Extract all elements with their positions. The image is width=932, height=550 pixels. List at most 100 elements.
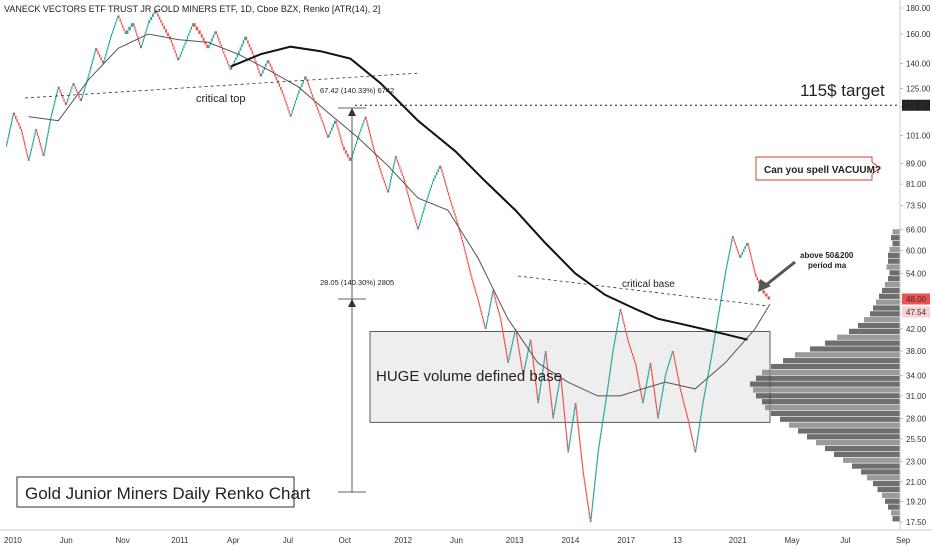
renko-brick-down xyxy=(545,354,547,358)
y-tick-label: 73.50 xyxy=(906,202,927,211)
renko-brick-up xyxy=(55,93,58,97)
renko-brick-down xyxy=(271,66,273,70)
renko-brick-down xyxy=(78,95,80,99)
renko-brick-down xyxy=(736,248,739,252)
y-tick-label: 23.00 xyxy=(906,458,927,467)
renko-brick-down xyxy=(284,97,286,101)
renko-brick-up xyxy=(555,401,557,406)
renko-brick-up xyxy=(144,32,146,36)
renko-brick-up xyxy=(601,426,603,430)
renko-brick-up xyxy=(658,411,660,416)
renko-brick-up xyxy=(644,390,646,394)
renko-brick-up xyxy=(48,126,50,130)
renko-brick-down xyxy=(549,389,551,393)
renko-brick-down xyxy=(403,179,406,183)
renko-brick-up xyxy=(511,344,513,348)
renko-brick-down xyxy=(74,86,76,90)
renko-brick-down xyxy=(474,286,476,290)
renko-brick-down xyxy=(627,339,629,344)
y-tick-label: 66.00 xyxy=(906,225,927,234)
renko-brick-up xyxy=(604,403,606,407)
renko-brick-down xyxy=(320,116,322,120)
renko-brick-up xyxy=(540,380,542,384)
renko-brick-up xyxy=(615,334,617,339)
renko-brick-down xyxy=(206,44,209,49)
renko-brick-up xyxy=(707,372,709,376)
renko-brick-down xyxy=(20,128,23,133)
renko-brick-up xyxy=(604,406,606,410)
renko-brick-up xyxy=(208,44,210,49)
renko-brick-down xyxy=(123,27,125,31)
volume-bar xyxy=(882,287,900,294)
renko-brick-down xyxy=(118,15,120,19)
renko-brick-down xyxy=(369,133,371,137)
renko-brick-up xyxy=(728,251,731,255)
renko-brick-up xyxy=(557,385,560,389)
volume-bar xyxy=(870,311,900,317)
renko-brick-up xyxy=(614,338,616,342)
renko-brick-down xyxy=(414,216,416,220)
renko-brick-down xyxy=(641,396,643,401)
renko-brick-down xyxy=(651,369,653,373)
renko-brick-up xyxy=(615,331,617,335)
renko-brick-down xyxy=(24,144,26,149)
renko-brick-up xyxy=(84,85,86,89)
renko-brick-up xyxy=(10,124,12,129)
renko-brick-up xyxy=(696,442,698,446)
renko-brick-up xyxy=(390,179,392,183)
renko-brick-down xyxy=(58,86,60,90)
renko-brick-up xyxy=(665,372,667,376)
renko-brick-down xyxy=(500,321,503,325)
renko-brick-down xyxy=(461,236,463,240)
renko-brick-down xyxy=(160,19,162,23)
renko-brick-down xyxy=(379,167,381,171)
renko-brick-down xyxy=(520,363,523,367)
renko-brick-up xyxy=(538,393,540,397)
x-tick-label: Jul xyxy=(283,536,293,545)
renko-brick-up xyxy=(661,392,663,396)
renko-brick-up xyxy=(115,21,117,25)
renko-brick-down xyxy=(16,119,18,123)
renko-brick-up xyxy=(593,484,596,488)
renko-brick-up xyxy=(539,390,541,394)
renko-brick-up xyxy=(606,393,608,397)
renko-brick-down xyxy=(565,433,568,437)
renko-brick-up xyxy=(141,41,143,46)
renko-brick-up xyxy=(701,406,703,410)
renko-brick-down xyxy=(470,273,472,277)
volume-bar xyxy=(810,346,900,352)
renko-brick-down xyxy=(582,465,584,469)
renko-brick-down xyxy=(27,157,29,161)
renko-brick-up xyxy=(591,503,594,507)
renko-brick-down xyxy=(585,487,587,491)
renko-brick-up xyxy=(66,98,69,102)
renko-brick-down xyxy=(216,34,219,38)
renko-brick-up xyxy=(617,318,620,322)
renko-brick-down xyxy=(688,421,690,425)
renko-brick-down xyxy=(307,82,309,86)
volume-bar xyxy=(825,340,900,346)
renko-brick-down xyxy=(133,23,135,27)
renko-brick-up xyxy=(554,405,556,409)
renko-brick-down xyxy=(411,207,413,211)
renko-brick-up xyxy=(360,128,362,132)
renko-brick-down xyxy=(691,436,693,440)
renko-brick-up xyxy=(729,248,731,252)
renko-brick-up xyxy=(6,143,8,147)
renko-brick-up xyxy=(487,312,490,317)
renko-brick-down xyxy=(504,340,506,344)
renko-brick-down xyxy=(637,375,639,379)
renko-brick-down xyxy=(136,32,138,36)
renko-brick-down xyxy=(498,312,500,316)
renko-brick-down xyxy=(653,385,655,390)
renko-brick-down xyxy=(257,66,259,71)
renko-brick-up xyxy=(647,372,650,376)
renko-brick-up xyxy=(722,286,724,290)
renko-brick-up xyxy=(597,452,599,456)
renko-brick-up xyxy=(713,340,715,344)
renko-brick-down xyxy=(226,60,229,64)
renko-brick-up xyxy=(601,422,603,427)
renko-brick-down xyxy=(371,139,373,144)
renko-brick-down xyxy=(575,409,578,413)
renko-brick-down xyxy=(476,292,478,297)
